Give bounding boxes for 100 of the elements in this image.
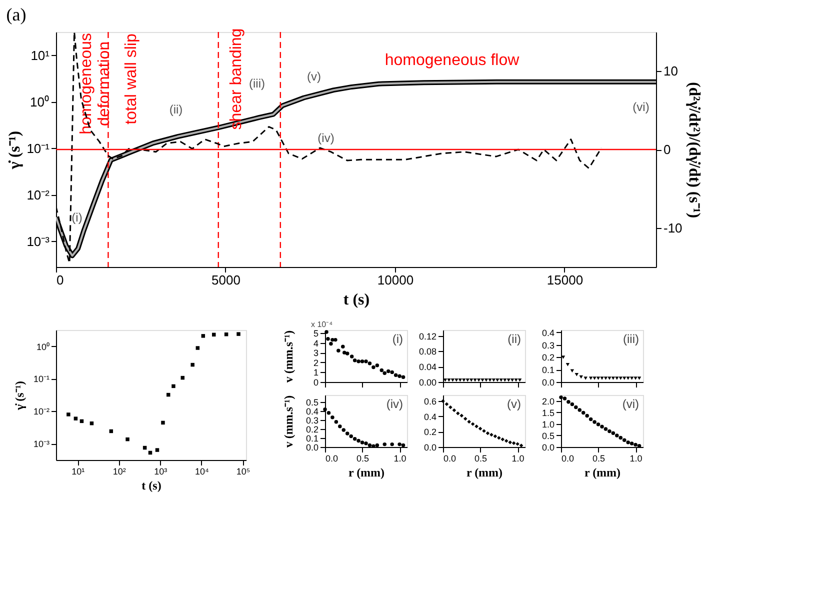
point xyxy=(364,360,368,364)
y-axis-title: v (mm.s⁻¹) xyxy=(282,330,296,383)
y-tick-label: 10⁻³ xyxy=(33,439,50,450)
chart-title: (a) xyxy=(6,4,26,24)
annotation: (iii) xyxy=(623,332,639,346)
y-tick-label: 0.0 xyxy=(542,442,554,452)
x-tick-label: 10² xyxy=(112,466,126,476)
point xyxy=(579,375,583,379)
point xyxy=(390,370,394,374)
point xyxy=(592,376,596,380)
x-tick-label: 0.5 xyxy=(592,454,606,464)
x-axis-title: r (mm) xyxy=(348,466,385,480)
x-axis-title: r (mm) xyxy=(584,466,621,480)
annotation: (v) xyxy=(507,397,521,411)
point xyxy=(386,369,390,374)
y-tick-label: 0 xyxy=(313,378,318,388)
point xyxy=(372,365,376,370)
annotation: (v) xyxy=(307,70,321,84)
point xyxy=(618,376,623,380)
text: x 10⁻⁴ xyxy=(311,320,334,329)
y-tick-label: 0.3 xyxy=(542,340,554,350)
point xyxy=(368,361,372,366)
y-axis-title: v (mm.s⁻¹) xyxy=(282,395,296,448)
point xyxy=(596,376,600,380)
annotation: (i) xyxy=(392,332,403,346)
point xyxy=(611,376,616,380)
y-tick-label: 0.0 xyxy=(424,442,436,452)
x-tick-label: 0.5 xyxy=(474,454,488,464)
point xyxy=(382,371,387,376)
point xyxy=(380,368,384,372)
point xyxy=(345,352,350,356)
y-tick-label: 0.2 xyxy=(306,424,318,435)
y-tick-label: 0.0 xyxy=(542,378,554,388)
point xyxy=(608,376,612,380)
y-tick-label: 10⁻¹ xyxy=(33,374,50,384)
x-tick-label: 10³ xyxy=(154,466,168,476)
y-tick-label: 10⁻² xyxy=(26,187,50,202)
point xyxy=(626,376,630,380)
x-tick-label: 1.0 xyxy=(630,454,642,464)
point xyxy=(570,369,574,372)
y-tick-label: 2.0 xyxy=(542,396,554,406)
point xyxy=(398,374,402,378)
point xyxy=(584,376,588,380)
y-tick-label: 0.1 xyxy=(542,365,554,376)
x-tick-label: 0 xyxy=(56,272,64,288)
point xyxy=(588,376,593,380)
annotation: (iii) xyxy=(249,76,265,91)
point xyxy=(336,348,340,352)
y-tick-label: 0.6 xyxy=(424,396,436,407)
x-axis-title: t (s) xyxy=(142,478,162,492)
y-tick-label: 5 xyxy=(313,328,318,338)
x-tick-label: 10⁴ xyxy=(195,466,210,476)
y-tick-label: 0.2 xyxy=(542,352,554,363)
x-tick-label: 0.5 xyxy=(356,454,370,464)
point xyxy=(329,342,333,346)
x-tick-label: 0.0 xyxy=(562,454,574,464)
point xyxy=(604,376,608,380)
annotation: (vi) xyxy=(622,397,639,411)
x-tick-label: 1.0 xyxy=(512,454,524,464)
annotation: (iv) xyxy=(386,397,403,411)
y2-tick-label: 0 xyxy=(664,142,671,157)
point xyxy=(326,336,330,341)
y-axis-title: γ̇ (s⁻¹) xyxy=(12,381,26,411)
annotation: (ii) xyxy=(169,102,183,117)
point xyxy=(630,376,634,380)
y-tick-label: 0.0 xyxy=(306,442,318,452)
y-tick-label: 0.4 xyxy=(424,412,436,422)
point xyxy=(342,350,346,354)
annotation: (vi) xyxy=(632,100,650,114)
y-tick-label: 0.4 xyxy=(306,406,318,417)
point xyxy=(401,375,406,379)
y-tick-label: 10⁻³ xyxy=(26,234,50,249)
y2-axis-title: (d²γ̇/dt²)/(dγ̇/dt) (s⁻¹) xyxy=(685,82,702,218)
point xyxy=(394,373,398,377)
x-tick-label: 1.0 xyxy=(394,454,406,464)
y-tick-label: 1.0 xyxy=(542,419,554,430)
point xyxy=(615,376,619,380)
x-tick-label: 0.0 xyxy=(444,454,456,464)
y2-tick-label: -10 xyxy=(664,220,682,236)
y-tick-label: 3 xyxy=(313,348,318,358)
point xyxy=(634,376,638,380)
x-tick-label: 0.0 xyxy=(326,454,338,464)
annotation: (iv) xyxy=(318,130,334,145)
annotation: (ii) xyxy=(508,332,521,346)
annotation: total wall slip xyxy=(123,34,140,124)
point xyxy=(334,338,338,342)
y-tick-label: 2 xyxy=(313,358,318,368)
y-tick-label: 10⁰ xyxy=(30,94,50,110)
point xyxy=(566,363,570,366)
y-axis-title: γ̇ (s⁻¹) xyxy=(6,130,24,170)
x-axis-title: r (mm) xyxy=(466,466,503,480)
y-tick-label: 0.5 xyxy=(542,430,554,441)
y-tick-label: 0.12 xyxy=(418,331,436,342)
y-tick-label: 1.5 xyxy=(542,408,554,418)
annotation: homogeneous deformation xyxy=(78,32,113,134)
point xyxy=(341,344,345,349)
point xyxy=(352,358,357,362)
point xyxy=(375,363,380,368)
y-tick-label: 0.00 xyxy=(418,378,436,388)
point xyxy=(622,376,626,380)
